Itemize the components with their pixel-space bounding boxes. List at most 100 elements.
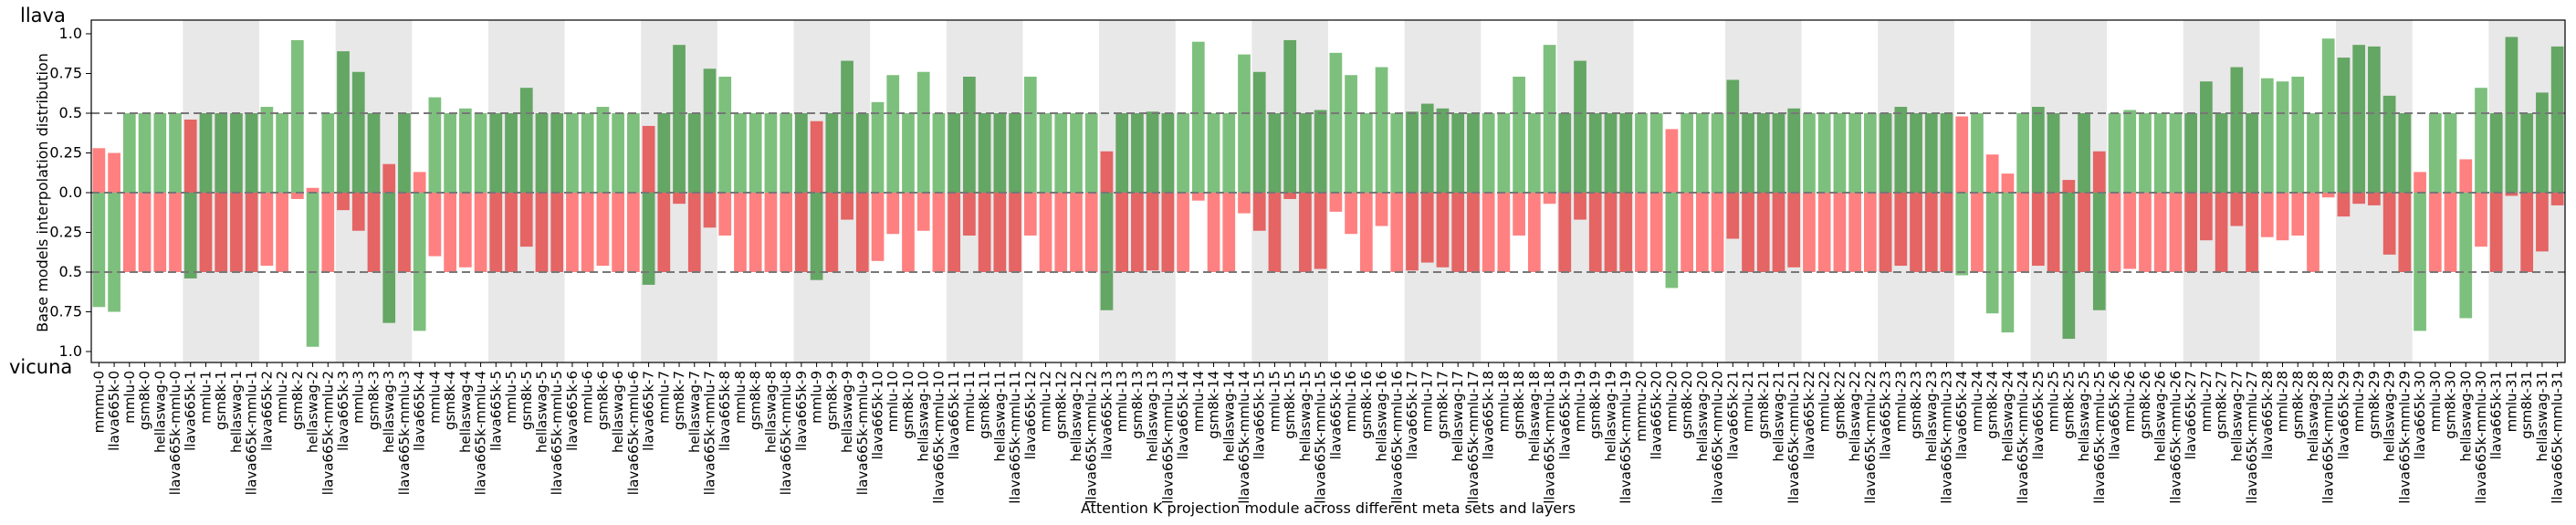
x-tick-label: llava665k-31: [2488, 371, 2505, 459]
bar-vicuna: [642, 193, 655, 285]
bar-llava: [1070, 113, 1083, 193]
bar-llava: [1588, 113, 1602, 193]
bar-llava: [642, 125, 655, 193]
bar-vicuna: [230, 193, 243, 272]
x-tick-label: llava665k-mmlu-10: [930, 371, 947, 504]
bar-vicuna: [1513, 193, 1525, 236]
x-tick-label: llava665k-22: [1801, 371, 1817, 459]
bar-llava: [199, 113, 213, 193]
bar-llava: [1283, 39, 1297, 194]
x-tick-label: gsm8k-21: [1755, 371, 1772, 439]
x-tick-label: mmlu-20: [1663, 371, 1680, 432]
bar-llava: [1406, 111, 1419, 193]
x-tick-label: hellaswag-14: [1220, 371, 1237, 462]
x-tick-label: gsm8k-20: [1679, 371, 1695, 439]
bar-llava: [2475, 88, 2487, 193]
bar-vicuna: [183, 193, 197, 278]
x-tick-label: gsm8k-31: [2518, 371, 2535, 439]
x-tick-label: hellaswag-18: [1526, 371, 1543, 462]
x-tick-label: gsm8k-24: [1984, 371, 2001, 439]
x-tick-label: hellaswag-13: [1145, 371, 1161, 462]
bar-llava: [2092, 151, 2106, 193]
bar-vicuna: [2200, 193, 2213, 241]
x-tick-label: llava665k-mmlu-6: [625, 371, 642, 495]
bar-llava: [458, 108, 472, 193]
x-axis-label: Attention K projection module across dif…: [1081, 499, 1576, 517]
bar-vicuna: [2062, 193, 2076, 340]
bar-vicuna: [2307, 193, 2319, 272]
bar-llava: [673, 45, 686, 194]
bar-vicuna: [1695, 193, 1709, 272]
x-tick-label: llava665k-29: [2335, 371, 2351, 459]
x-tick-label: llava665k-14: [1175, 371, 1191, 459]
bar-vicuna: [687, 193, 701, 272]
bar-llava: [535, 113, 549, 193]
x-tick-label: gsm8k-2: [289, 371, 306, 430]
bar-llava: [1681, 113, 1693, 193]
x-tick-label: llava665k-6: [564, 371, 581, 451]
bar-llava: [1375, 67, 1388, 193]
bar-llava: [566, 113, 579, 193]
bar-vicuna: [1497, 193, 1511, 272]
bar-llava: [2398, 113, 2412, 193]
x-tick-label: hellaswag-28: [2305, 371, 2321, 462]
bar-llava: [138, 113, 152, 193]
bar-llava: [122, 113, 136, 193]
x-tick-label: mmmu-20: [1633, 371, 1649, 442]
bottom-model-label: vicuna: [9, 356, 72, 378]
x-tick-label: gsm8k-6: [594, 371, 611, 430]
bar-llava: [1009, 113, 1021, 193]
x-tick-label: llava665k-12: [1022, 371, 1039, 459]
bar-llava: [2153, 113, 2167, 193]
bar-llava: [1726, 79, 1740, 193]
x-tick-label: mmlu-22: [1817, 371, 1833, 432]
bar-vicuna: [673, 193, 686, 205]
bar-vicuna: [1009, 193, 1021, 272]
bar-llava: [1695, 113, 1709, 193]
bar-vicuna: [749, 193, 762, 272]
x-tick-label: hellaswag-29: [2382, 371, 2398, 462]
x-tick-label: mmlu-8: [732, 371, 749, 424]
bar-llava: [489, 113, 503, 193]
x-tick-label: gsm8k-11: [977, 371, 993, 439]
bar-llava: [2550, 46, 2564, 193]
bar-llava: [902, 113, 915, 193]
bar-vicuna: [1436, 193, 1450, 268]
x-tick-label: hellaswag-8: [762, 371, 779, 453]
x-tick-label: gsm8k-17: [1434, 371, 1450, 439]
y-tick-label: 0.5: [59, 263, 82, 280]
bar-llava: [626, 113, 640, 193]
y-tick-label: 0.75: [49, 303, 82, 320]
bar-vicuna: [2169, 193, 2183, 272]
bar-llava: [2139, 113, 2152, 193]
x-tick-label: llava665k-2: [258, 371, 275, 451]
bar-vicuna: [1940, 193, 1953, 272]
x-tick-label: mmlu-6: [580, 371, 596, 424]
bar-vicuna: [993, 193, 1007, 272]
bar-llava: [855, 113, 869, 193]
bar-vicuna: [2001, 193, 2015, 333]
x-tick-label: mmlu-18: [1495, 371, 1512, 432]
bar-vicuna: [122, 193, 136, 272]
bar-llava: [795, 113, 808, 193]
bar-vicuna: [290, 193, 304, 199]
x-axis-ticks: mmmu-0llava665k-0mmlu-0gsm8k-0hellaswag-…: [90, 362, 2566, 504]
bar-llava: [2352, 45, 2366, 194]
bar-vicuna: [2246, 193, 2258, 272]
bar-llava: [1527, 113, 1541, 193]
x-tick-label: llava665k-mmlu-0: [167, 371, 183, 495]
bar-vicuna: [1023, 193, 1037, 236]
x-tick-label: llava665k-7: [641, 371, 657, 451]
bar-llava: [1879, 113, 1892, 193]
bar-llava: [2001, 173, 2015, 193]
x-tick-label: mmlu-29: [2351, 371, 2367, 432]
x-tick-label: llava665k-0: [106, 371, 122, 451]
x-tick-label: mmlu-26: [2121, 371, 2138, 432]
x-tick-label: mmlu-11: [961, 371, 978, 432]
bar-vicuna: [1375, 193, 1388, 226]
bar-llava: [306, 187, 319, 193]
bar-llava: [1252, 71, 1266, 193]
bar-vicuna: [1222, 193, 1236, 272]
bar-llava: [428, 97, 442, 193]
bar-vicuna: [260, 193, 274, 267]
